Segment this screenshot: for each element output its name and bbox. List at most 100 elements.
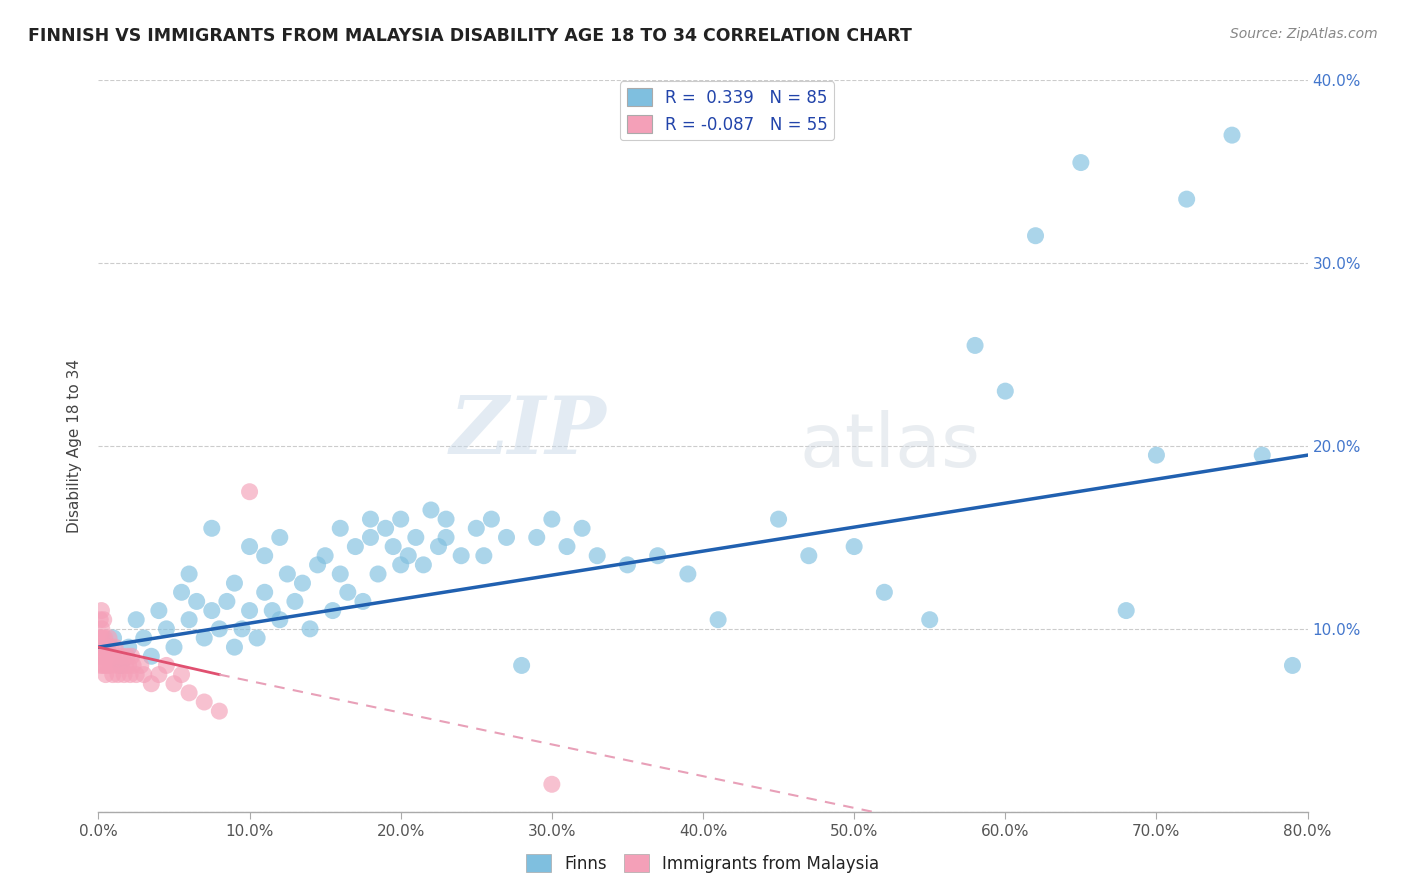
Point	[96, 649, 118, 664]
Point	[1281, 658, 1303, 673]
Point	[118, 640, 141, 655]
Point	[797, 549, 820, 563]
Point	[269, 530, 291, 544]
Point	[526, 530, 548, 544]
Point	[101, 649, 124, 664]
Point	[108, 649, 131, 664]
Point	[472, 549, 495, 563]
Point	[89, 649, 111, 664]
Point	[118, 658, 141, 673]
Point	[94, 631, 117, 645]
Point	[91, 649, 114, 664]
Point	[1115, 603, 1137, 617]
Point	[647, 549, 669, 563]
Point	[450, 549, 472, 563]
Point	[367, 567, 389, 582]
Point	[873, 585, 896, 599]
Point	[125, 613, 148, 627]
Point	[291, 576, 314, 591]
Point	[179, 567, 201, 582]
Point	[918, 613, 941, 627]
Point	[114, 658, 136, 673]
Point	[707, 613, 730, 627]
Point	[215, 594, 238, 608]
Point	[201, 603, 224, 617]
Point	[208, 622, 231, 636]
Point	[90, 631, 112, 645]
Point	[98, 649, 121, 664]
Point	[284, 594, 307, 608]
Point	[1070, 155, 1092, 169]
Point	[132, 667, 155, 681]
Point	[155, 622, 177, 636]
Point	[193, 631, 215, 645]
Point	[148, 667, 170, 681]
Point	[322, 603, 344, 617]
Point	[179, 613, 201, 627]
Point	[91, 640, 114, 655]
Point	[94, 667, 117, 681]
Point	[93, 640, 115, 655]
Point	[994, 384, 1017, 398]
Point	[262, 603, 284, 617]
Point	[224, 640, 246, 655]
Point	[120, 667, 142, 681]
Point	[96, 640, 118, 655]
Point	[555, 540, 578, 554]
Point	[100, 640, 122, 655]
Point	[299, 622, 322, 636]
Point	[314, 549, 336, 563]
Point	[93, 649, 115, 664]
Point	[844, 540, 866, 554]
Point	[1251, 448, 1274, 462]
Point	[224, 576, 246, 591]
Point	[344, 540, 367, 554]
Legend: Finns, Immigrants from Malaysia: Finns, Immigrants from Malaysia	[520, 847, 886, 880]
Point	[768, 512, 790, 526]
Point	[170, 667, 193, 681]
Point	[94, 640, 117, 655]
Point	[90, 603, 112, 617]
Point	[434, 530, 457, 544]
Point	[382, 540, 405, 554]
Point	[481, 512, 503, 526]
Point	[163, 640, 186, 655]
Point	[616, 558, 638, 572]
Point	[179, 686, 201, 700]
Point	[89, 613, 111, 627]
Point	[352, 594, 374, 608]
Point	[405, 530, 427, 544]
Point	[239, 603, 262, 617]
Point	[94, 658, 117, 673]
Point	[571, 521, 593, 535]
Point	[148, 603, 170, 617]
Point	[676, 567, 699, 582]
Text: ZIP: ZIP	[450, 392, 606, 470]
Point	[97, 658, 120, 673]
Point	[1146, 448, 1168, 462]
Point	[104, 640, 127, 655]
Point	[193, 695, 215, 709]
Point	[465, 521, 488, 535]
Point	[269, 613, 291, 627]
Point	[125, 667, 148, 681]
Point	[110, 658, 132, 673]
Point	[91, 658, 114, 673]
Point	[389, 558, 412, 572]
Point	[965, 338, 987, 352]
Text: atlas: atlas	[800, 409, 981, 483]
Point	[170, 585, 193, 599]
Point	[112, 667, 135, 681]
Point	[336, 585, 359, 599]
Point	[129, 658, 152, 673]
Point	[1175, 192, 1198, 206]
Point	[105, 658, 128, 673]
Point	[90, 622, 112, 636]
Point	[412, 558, 434, 572]
Point	[100, 658, 122, 673]
Point	[132, 631, 155, 645]
Point	[121, 649, 143, 664]
Point	[90, 658, 112, 673]
Text: Source: ZipAtlas.com: Source: ZipAtlas.com	[1230, 27, 1378, 41]
Point	[186, 594, 208, 608]
